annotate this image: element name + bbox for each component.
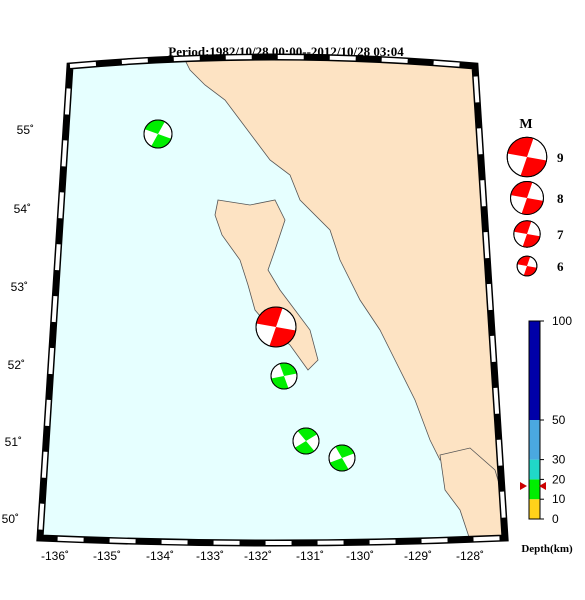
longitude-label: -134˚ bbox=[146, 549, 174, 563]
beachball-lobe bbox=[517, 256, 537, 276]
events bbox=[143, 119, 356, 472]
beachball-edge bbox=[506, 136, 548, 178]
beachball-edge bbox=[513, 220, 541, 248]
beachball-lobe bbox=[329, 445, 355, 471]
magnitude-label: 6 bbox=[557, 259, 564, 274]
longitude-label: -129˚ bbox=[404, 549, 432, 563]
depth-tick-label: 100 bbox=[552, 314, 572, 328]
beachball-edge bbox=[255, 306, 297, 348]
beachball-edge bbox=[270, 362, 298, 390]
depth-band bbox=[529, 479, 540, 500]
magnitude-label: 7 bbox=[557, 227, 564, 242]
latitude-label: 52˚ bbox=[8, 358, 25, 372]
beachball-lobe bbox=[510, 181, 544, 215]
beachball-lobe bbox=[294, 428, 318, 454]
latitude-label: 54˚ bbox=[14, 202, 31, 216]
longitude-label: -133˚ bbox=[196, 549, 224, 563]
frame-ticks bbox=[37, 55, 508, 545]
beachball-lobe bbox=[514, 220, 540, 248]
magnitude-label: 8 bbox=[557, 191, 564, 206]
longitude-label: -131˚ bbox=[296, 549, 324, 563]
latitude-label: 51˚ bbox=[5, 435, 22, 449]
beachball-lobe bbox=[144, 120, 172, 148]
depth-band bbox=[529, 499, 540, 519]
magnitude-label: 9 bbox=[557, 150, 564, 165]
longitude-label: -136˚ bbox=[41, 549, 69, 563]
magnitude-legend-title: M bbox=[519, 117, 532, 132]
latitude-label: 50˚ bbox=[2, 512, 19, 526]
depth-band bbox=[529, 459, 540, 480]
depth-tick-label: 50 bbox=[552, 413, 566, 427]
map-area bbox=[40, 57, 505, 543]
longitude-label: -135˚ bbox=[93, 549, 121, 563]
beachball-lobe bbox=[256, 307, 296, 347]
depth-tick-label: 30 bbox=[552, 453, 566, 467]
beachball-edge bbox=[143, 119, 173, 149]
beachball-edge bbox=[516, 255, 538, 277]
depth-label: Depth(km) bbox=[521, 543, 573, 555]
depth-marker bbox=[520, 482, 546, 490]
vancouver-island bbox=[439, 447, 505, 541]
beachball-lobe bbox=[271, 363, 297, 389]
depth-tick-label: 10 bbox=[552, 492, 566, 506]
beachball-edge bbox=[328, 444, 356, 472]
beachball-edge bbox=[292, 427, 320, 455]
depth-tick-label: 20 bbox=[552, 472, 566, 486]
longitude-label: -132˚ bbox=[244, 549, 272, 563]
depth-band bbox=[529, 321, 540, 420]
beachball-edge bbox=[510, 181, 544, 215]
longitude-label: -128˚ bbox=[456, 549, 484, 563]
latitude-label: 53˚ bbox=[11, 280, 28, 294]
latitude-label: 55˚ bbox=[17, 123, 34, 137]
longitude-label: -130˚ bbox=[346, 549, 374, 563]
depth-tick-label: 0 bbox=[552, 512, 559, 526]
depth-band bbox=[529, 420, 540, 460]
beachball-lobe bbox=[507, 137, 547, 177]
